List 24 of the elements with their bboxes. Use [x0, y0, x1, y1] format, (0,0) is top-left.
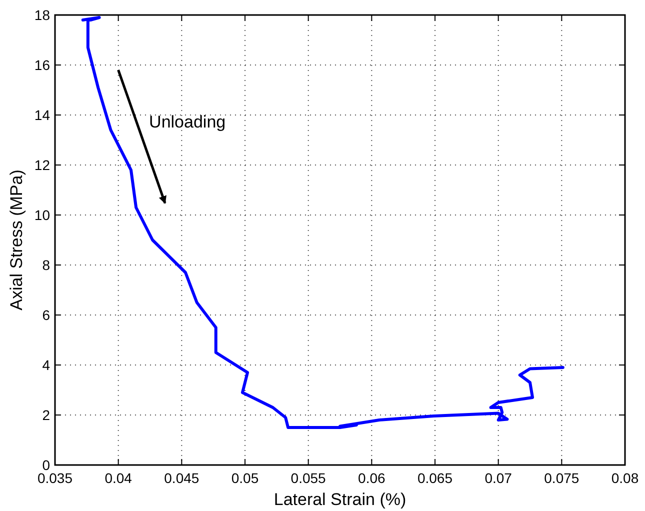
y-tick-label: 4 — [42, 357, 50, 373]
x-tick-label: 0.04 — [104, 470, 132, 486]
y-tick-label: 2 — [42, 407, 50, 423]
y-tick-label: 6 — [42, 307, 50, 323]
x-tick-label: 0.06 — [358, 470, 386, 486]
x-tick-label: 0.065 — [417, 470, 453, 486]
x-tick-label: 0.05 — [231, 470, 259, 486]
x-tick-label: 0.035 — [37, 470, 73, 486]
y-axis-title: Axial Stress (MPa) — [7, 170, 26, 310]
x-tick-label: 0.055 — [290, 470, 326, 486]
x-axis-title: Lateral Strain (%) — [274, 490, 406, 509]
y-tick-label: 16 — [34, 57, 50, 73]
annotation: Unloading — [149, 112, 226, 132]
y-tick-label: 10 — [34, 207, 50, 223]
y-tick-label: 8 — [42, 257, 50, 273]
x-tick-label: 0.08 — [611, 470, 639, 486]
y-tick-label: 14 — [34, 107, 50, 123]
line-series — [81, 16, 564, 429]
x-tick-label: 0.045 — [164, 470, 200, 486]
x-tick-label: 0.07 — [484, 470, 512, 486]
y-tick-label: 0 — [42, 457, 50, 473]
x-tick-label: 0.075 — [544, 470, 580, 486]
y-tick-label: 18 — [34, 7, 50, 23]
y-tick-label: 12 — [34, 157, 50, 173]
